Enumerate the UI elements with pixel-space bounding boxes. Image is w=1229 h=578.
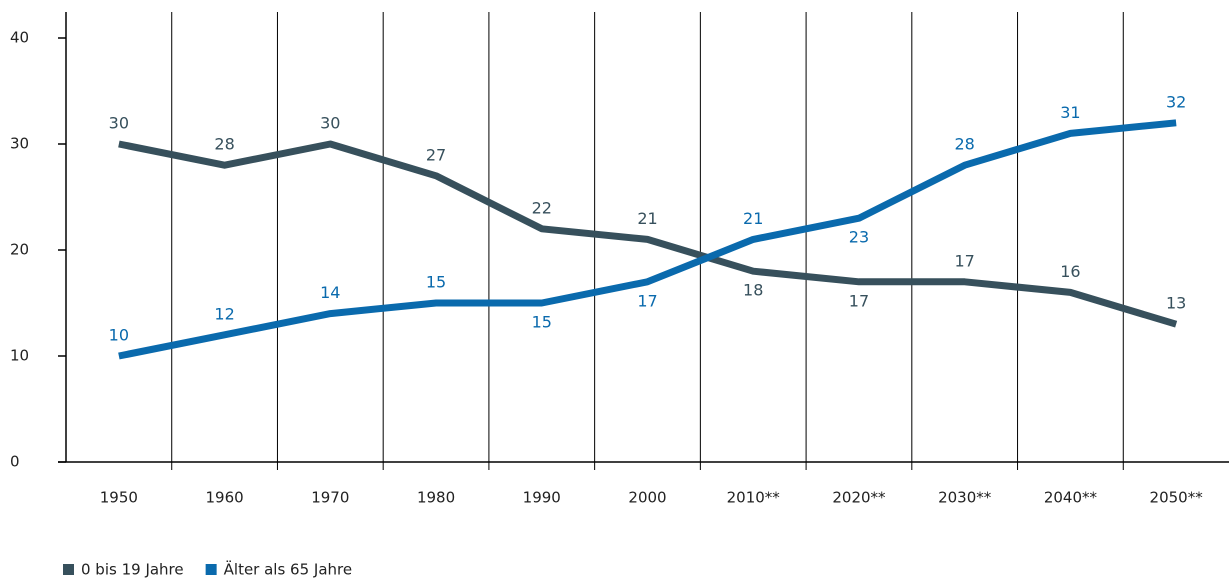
- data-label: 28: [214, 135, 234, 154]
- y-tick-label: 20: [10, 241, 29, 259]
- x-tick-label: 2050**: [1150, 489, 1204, 507]
- x-tick-label: 1990: [523, 489, 561, 507]
- x-tick-label: 2030**: [938, 489, 992, 507]
- data-label: 17: [637, 291, 657, 310]
- data-label: 27: [426, 145, 446, 164]
- data-label: 23: [849, 228, 869, 247]
- series-line: [118, 119, 1177, 360]
- legend-swatch: [63, 564, 74, 575]
- x-tick-label: 1950: [100, 489, 138, 507]
- data-label: 28: [955, 135, 975, 154]
- data-label: 16: [1060, 262, 1080, 281]
- x-tick-label: 1980: [417, 489, 455, 507]
- data-label: 21: [743, 209, 763, 228]
- data-label: 18: [743, 281, 763, 300]
- x-tick-label: 2020**: [832, 489, 886, 507]
- data-label: 32: [1166, 92, 1186, 111]
- legend-label: 0 bis 19 Jahre: [81, 561, 184, 578]
- x-tick-label: 2010**: [727, 489, 781, 507]
- data-label: 17: [849, 291, 869, 310]
- data-label: 12: [214, 304, 234, 323]
- data-label: 21: [637, 209, 657, 228]
- data-label: 30: [109, 114, 129, 133]
- legend-label: Älter als 65 Jahre: [224, 560, 352, 578]
- data-label: 30: [320, 114, 340, 133]
- data-label: 15: [426, 273, 446, 292]
- data-label: 13: [1166, 294, 1186, 313]
- data-label: 22: [532, 198, 552, 217]
- data-label: 14: [320, 283, 340, 302]
- series-line: [118, 140, 1178, 328]
- x-tick-label: 2000: [628, 489, 666, 507]
- data-label: 10: [109, 326, 129, 345]
- data-label: 17: [955, 251, 975, 270]
- y-tick-label: 10: [10, 347, 29, 365]
- y-tick-label: 40: [10, 29, 29, 47]
- data-label: 31: [1060, 103, 1080, 122]
- y-tick-label: 30: [10, 135, 29, 153]
- x-tick-label: 1970: [311, 489, 349, 507]
- y-tick-label: 0: [10, 453, 20, 471]
- data-label: 15: [532, 313, 552, 332]
- legend-swatch: [205, 564, 217, 575]
- x-tick-label: 1960: [205, 489, 243, 507]
- x-tick-label: 2040**: [1044, 489, 1098, 507]
